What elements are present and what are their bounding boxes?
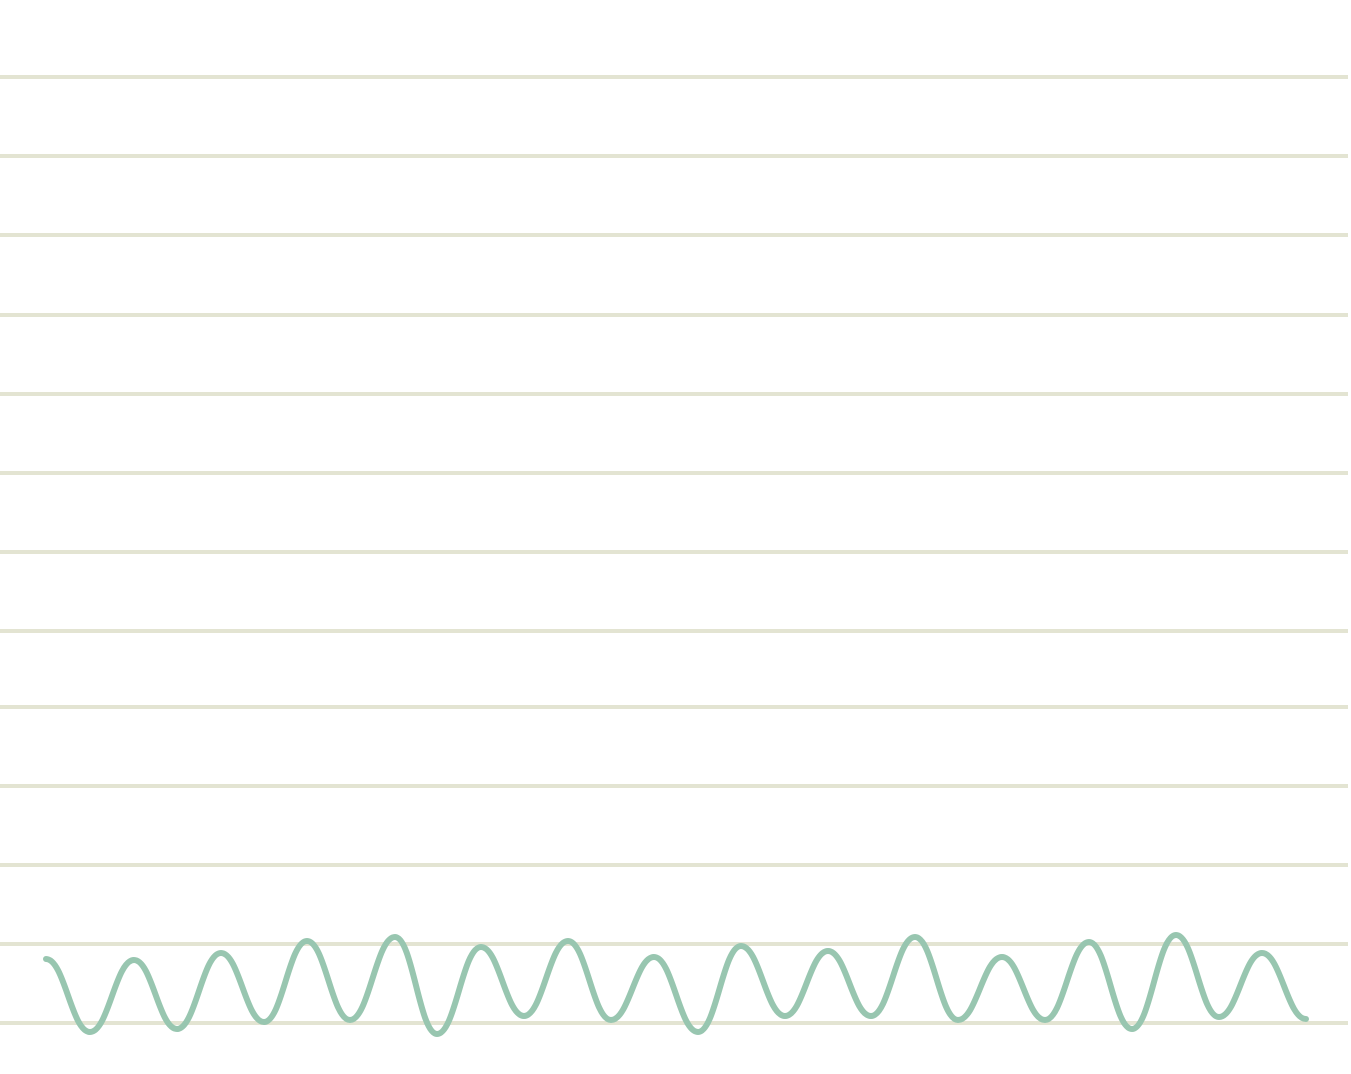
squiggle-line [43, 932, 1309, 1037]
